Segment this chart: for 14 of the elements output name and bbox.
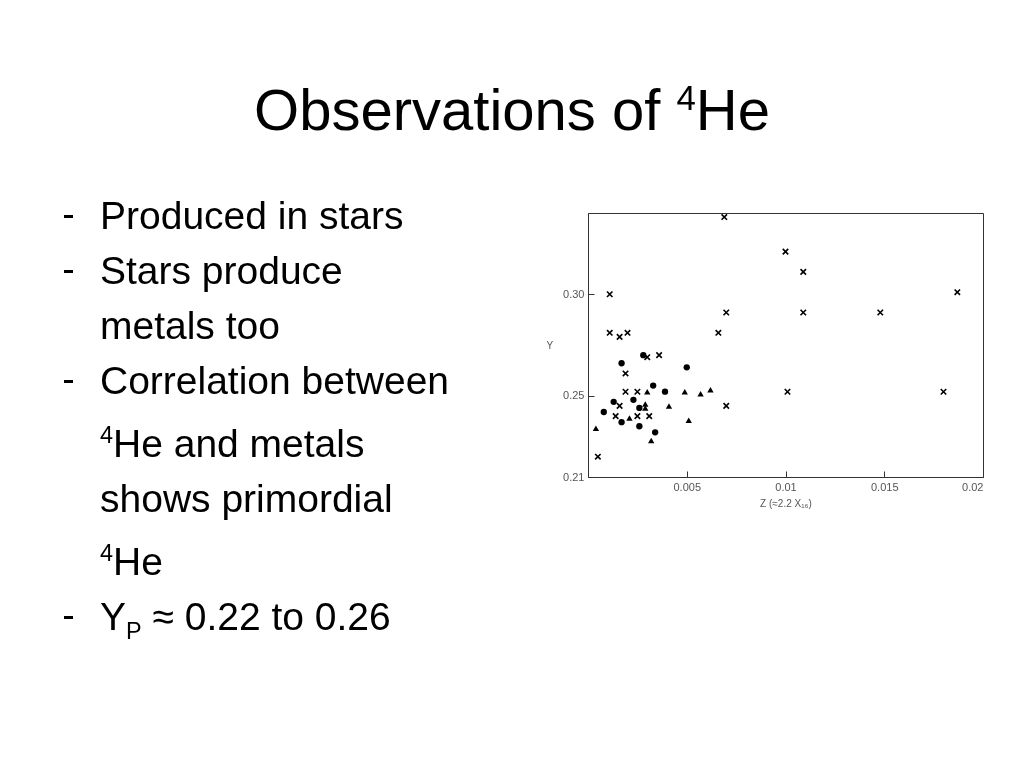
x-tick-label: 0.01 <box>775 480 797 493</box>
y-axis-title: Y <box>546 339 554 351</box>
x-tick-label: 0.015 <box>870 480 899 493</box>
y-tick-label: 0.21 <box>563 470 585 483</box>
chart-title: Observations of $^{4}$He <box>253 76 771 145</box>
text: Stars produce metals too <box>99 248 344 349</box>
text: Produced in stars <box>99 193 405 239</box>
x-axis-title: Z (≈2.2 X₁₆) <box>760 497 812 509</box>
y-tick-label: 0.25 <box>563 389 585 402</box>
text: Correlation between $^{4}$He and metals shows primordial $^{4}$He <box>99 358 451 585</box>
x-tick-label: 0.005 <box>673 480 702 493</box>
x-tick-label: 0.02 <box>962 480 984 493</box>
text: Y$_{P}$ ≈ 0.22 to 0.26 <box>99 594 392 646</box>
y-tick-label: 0.30 <box>563 287 585 300</box>
